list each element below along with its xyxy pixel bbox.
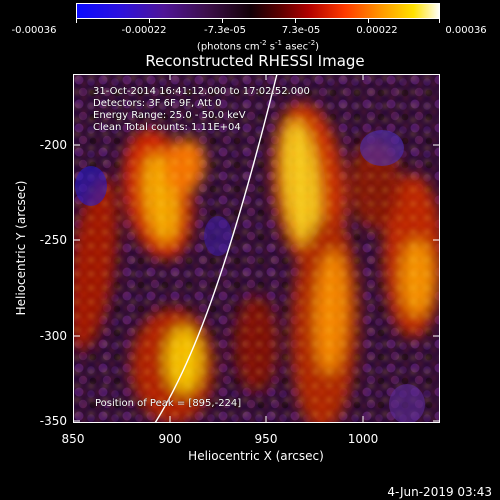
colorbar-units: (photons cm-2 s-1 asec-2) — [197, 37, 319, 53]
colorbar-units-superscript: -2 — [308, 39, 316, 47]
colorbar-tick — [295, 19, 296, 23]
y-axis-label: Heliocentric Y (arcsec) — [14, 180, 28, 316]
solar-limb-line — [154, 74, 278, 423]
y-tick-label: -250 — [39, 233, 67, 247]
colorbar — [76, 3, 440, 19]
plot-area — [73, 74, 440, 423]
colorbar-tick-label: 0.00036 — [445, 25, 487, 36]
x-tick-label: 900 — [158, 432, 182, 446]
energy-range-line: Energy Range: 25.0 - 50.0 keV — [93, 110, 246, 121]
y-axis-ticks — [73, 144, 440, 422]
colorbar-units-text: asec — [282, 41, 309, 53]
colorbar-tick-label: 7.3e-05 — [281, 25, 321, 36]
y-tick-label: -200 — [39, 138, 67, 152]
colorbar-tick — [149, 19, 150, 23]
cool-regions — [75, 130, 425, 423]
generation-timestamp: 4-Jun-2019 03:43 — [387, 485, 492, 499]
colorbar-tick — [76, 19, 77, 23]
colorbar-tick-label: -7.3e-05 — [204, 25, 246, 36]
colorbar-tick-label: -0.00022 — [121, 25, 167, 36]
peak-position: Position of Peak = [895,-224] — [95, 398, 242, 409]
x-axis-ticks — [73, 74, 364, 423]
observation-time: 31-Oct-2014 16:41:12.000 to 17:02:52.000 — [93, 86, 310, 97]
colorbar-tick — [439, 19, 440, 23]
detectors-line: Detectors: 3F 6F 9F, Att 0 — [93, 98, 222, 109]
colorbar-units-superscript: -1 — [275, 39, 283, 47]
colorbar-units-text: s — [266, 41, 276, 53]
y-tick-label: -300 — [39, 329, 67, 343]
x-tick-label: 950 — [254, 432, 278, 446]
x-tick-label: 1000 — [347, 432, 379, 446]
colorbar-tick — [222, 19, 223, 23]
colorbar-tick-label: -0.00036 — [11, 25, 57, 36]
rhessi-image-svg — [73, 74, 440, 423]
colorbar-units-text: (photons cm — [196, 41, 260, 53]
colorbar-units-superscript: -2 — [259, 39, 267, 47]
clean-counts-line: Clean Total counts: 1.11E+04 — [93, 122, 241, 133]
image-title: Reconstructed RHESSI Image — [145, 52, 365, 70]
x-tick-label: 850 — [61, 432, 85, 446]
colorbar-units-text: ) — [315, 41, 320, 53]
colorbar-tick-label: 0.00022 — [356, 25, 398, 36]
x-axis-label: Heliocentric X (arcsec) — [188, 449, 324, 463]
observation-info: 31-Oct-2014 16:41:12.000 to 17:02:52.000… — [93, 86, 310, 134]
y-tick-label: -350 — [39, 414, 67, 428]
plot-frame — [73, 74, 440, 423]
colorbar-tick — [368, 19, 369, 23]
